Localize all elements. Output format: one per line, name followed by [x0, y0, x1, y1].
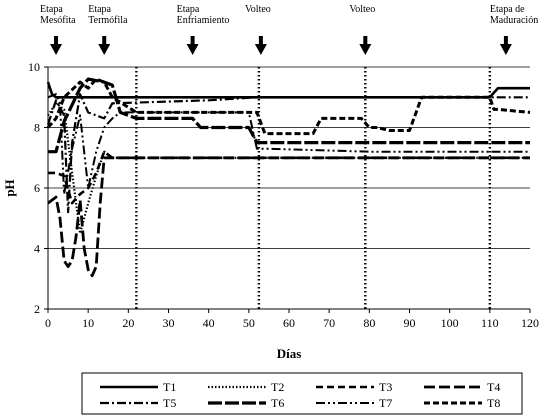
x-tick-label-110: 110	[481, 316, 499, 330]
legend-label-T1: T1	[163, 380, 176, 394]
stage-label-1-line-1: Etapa	[40, 4, 63, 15]
x-tick-label-10: 10	[82, 316, 94, 330]
x-tick-label-40: 40	[203, 316, 215, 330]
stage-label-2-line-2: Termófila	[88, 15, 128, 26]
x-tick-label-50: 50	[243, 316, 255, 330]
y-tick-label-4: 4	[34, 242, 40, 256]
stage-label-2-line-1: Etapa	[88, 4, 111, 15]
x-tick-label-30: 30	[163, 316, 175, 330]
x-tick-label-120: 120	[521, 316, 539, 330]
down-arrow-icon-3	[186, 44, 199, 55]
stage-label-6-line-2: Maduración	[490, 15, 538, 26]
series-line-T1	[46, 81, 530, 99]
series-line-T2	[47, 102, 530, 235]
stage-label-4-line-1: Volteo	[245, 4, 271, 15]
stage-label-3-line-2: Enfriamiento	[177, 15, 230, 26]
down-arrow-icon-5	[359, 44, 372, 55]
legend-label-T5: T5	[163, 396, 176, 410]
stage-label-6-line-1: Etapa de	[490, 4, 525, 15]
x-tick-label-0: 0	[45, 316, 51, 330]
x-tick-label-70: 70	[323, 316, 335, 330]
legend-box	[81, 372, 523, 415]
stage-label-3-line-1: Etapa	[177, 4, 200, 15]
stage-label-5-line-1: Volteo	[349, 4, 375, 15]
down-arrow-icon-shaft-5	[363, 36, 368, 45]
series-line-T4	[47, 156, 530, 278]
series-line-T6	[48, 77, 530, 154]
x-tick-label-100: 100	[441, 316, 459, 330]
down-arrow-icon-shaft-6	[503, 36, 508, 45]
legend-label-T2: T2	[271, 380, 284, 394]
legend-label-T6: T6	[271, 396, 284, 410]
series-line-T5	[46, 93, 530, 214]
x-tick-label-80: 80	[363, 316, 375, 330]
x-tick-label-60: 60	[283, 316, 295, 330]
x-tick-label-90: 90	[404, 316, 416, 330]
down-arrow-icon-shaft-1	[54, 36, 59, 45]
legend-label-T3: T3	[379, 380, 392, 394]
series-line-T7	[47, 93, 530, 196]
down-arrow-icon-1	[50, 44, 63, 55]
down-arrow-icon-4	[254, 44, 267, 55]
y-axis-title: pH	[2, 179, 17, 196]
y-tick-label-2: 2	[34, 302, 40, 316]
series-line-T8	[46, 77, 531, 136]
y-tick-label-6: 6	[34, 181, 40, 195]
x-tick-label-20: 20	[122, 316, 134, 330]
series-line-T3	[48, 150, 530, 205]
down-arrow-icon-2	[98, 44, 111, 55]
y-tick-label-8: 8	[34, 121, 40, 135]
x-axis-title: Días	[277, 346, 302, 361]
down-arrow-icon-6	[499, 44, 512, 55]
down-arrow-icon-shaft-2	[102, 36, 107, 45]
stage-label-1-line-2: Mesófita	[40, 15, 76, 26]
legend-label-T4: T4	[487, 380, 500, 394]
y-tick-label-10: 10	[28, 60, 40, 74]
legend-label-T8: T8	[487, 396, 500, 410]
down-arrow-icon-shaft-3	[190, 36, 195, 45]
legend-label-T7: T7	[379, 396, 392, 410]
down-arrow-icon-shaft-4	[258, 36, 263, 45]
